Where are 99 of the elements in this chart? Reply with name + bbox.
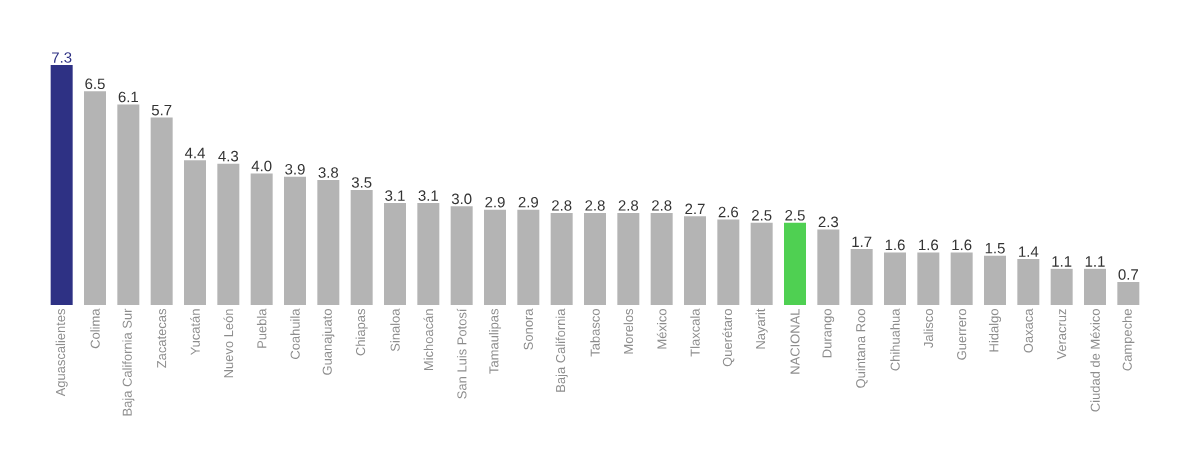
data-label: 3.1 xyxy=(385,190,405,201)
x-tick-label: México xyxy=(656,309,667,349)
x-tick-label: Quintana Roo xyxy=(855,309,868,388)
x-tick-label: Querétaro xyxy=(722,309,735,367)
bar xyxy=(250,173,273,305)
bar xyxy=(1084,268,1106,305)
x-tick-label: Sonora xyxy=(523,308,533,350)
x-tick-label: San Luis Potosí xyxy=(456,308,467,399)
x-tick-label: Hidalgo xyxy=(988,309,1002,352)
x-tick-label: Tlaxcala xyxy=(690,308,700,357)
data-label: 1.6 xyxy=(919,239,939,251)
x-tick-label: Veracruz xyxy=(1057,309,1067,360)
x-tick-label: Nuevo León xyxy=(223,309,234,378)
data-label: 2.9 xyxy=(518,196,539,208)
data-label: 1.4 xyxy=(1019,246,1039,257)
bar xyxy=(384,203,406,305)
bar xyxy=(184,160,206,305)
data-label: 3.0 xyxy=(451,193,472,205)
bar xyxy=(784,222,806,305)
x-tick-label: Ciudad de México xyxy=(1090,309,1100,412)
x-tick-label: NACIONAL xyxy=(790,308,800,374)
data-label: 4.4 xyxy=(184,147,205,159)
x-tick-label: Puebla xyxy=(256,308,267,348)
data-label: 1.1 xyxy=(1085,256,1105,267)
x-tick-label: Jalisco xyxy=(923,309,934,348)
data-label: 1.7 xyxy=(852,236,872,247)
bar xyxy=(1050,268,1073,305)
bar xyxy=(684,216,706,305)
data-label: 2.5 xyxy=(752,210,772,221)
data-label: 0.7 xyxy=(1118,269,1138,280)
bar xyxy=(450,206,473,305)
data-label: 2.9 xyxy=(485,196,505,208)
x-tick-label: Chihuahua xyxy=(890,308,900,371)
data-label: 3.5 xyxy=(351,177,372,188)
data-label: 6.5 xyxy=(85,78,105,90)
x-tick-label: Coahuila xyxy=(290,308,300,359)
data-label: 2.7 xyxy=(685,203,705,215)
bar xyxy=(217,163,240,305)
x-tick-label: Sinaloa xyxy=(390,308,400,352)
bar xyxy=(284,176,306,305)
data-label: 1.6 xyxy=(885,239,905,251)
bar xyxy=(584,212,606,305)
x-tick-label: Tamaulipas xyxy=(488,308,502,374)
bar xyxy=(617,212,640,305)
bar xyxy=(417,203,440,305)
x-tick-label: Durango xyxy=(822,309,835,358)
data-label: 4.0 xyxy=(251,160,272,172)
data-label: 4.3 xyxy=(218,150,239,162)
x-tick-label: Campeche xyxy=(1122,309,1135,371)
bar xyxy=(850,249,873,305)
data-label: 7.3 xyxy=(52,52,72,63)
data-label: 2.8 xyxy=(552,200,572,211)
x-tick-label: Oaxaca xyxy=(1023,308,1033,353)
data-label: 1.1 xyxy=(1052,256,1072,267)
bar xyxy=(1117,281,1140,305)
bar xyxy=(984,255,1006,305)
data-label: 3.9 xyxy=(285,164,305,175)
data-label: 2.8 xyxy=(652,200,672,211)
data-label: 1.5 xyxy=(985,243,1005,254)
data-label: 1.6 xyxy=(952,239,972,251)
data-label: 2.3 xyxy=(818,216,839,228)
bar xyxy=(550,212,573,305)
x-tick-label: Morelos xyxy=(623,308,634,354)
bar xyxy=(884,252,906,305)
data-label: 2.5 xyxy=(785,210,805,221)
bar xyxy=(117,104,140,305)
bar xyxy=(484,209,506,305)
x-tick-label: Zacatecas xyxy=(157,308,167,368)
bar xyxy=(917,252,940,305)
x-tick-label: Chiapas xyxy=(355,308,368,356)
data-label: 3.8 xyxy=(318,167,339,178)
bar xyxy=(750,222,773,305)
data-label: 2.6 xyxy=(718,206,739,218)
x-tick-label: Baja California Sur xyxy=(122,308,135,416)
x-tick-label: Yucatán xyxy=(190,309,200,356)
data-label: 2.8 xyxy=(618,200,639,211)
bar xyxy=(350,189,373,305)
x-tick-label: Colima xyxy=(90,308,100,349)
bar xyxy=(717,219,740,305)
x-tick-label: Guerrero xyxy=(957,309,967,360)
x-tick-label: Guanajuato xyxy=(322,309,335,375)
data-label: 5.7 xyxy=(151,104,172,116)
x-tick-label: Aguascalientes xyxy=(55,309,68,397)
x-tick-label: Baja California xyxy=(555,308,568,392)
x-tick-label: Nayarit xyxy=(755,308,768,349)
bar xyxy=(150,117,173,305)
data-label: 6.1 xyxy=(118,91,138,103)
bar xyxy=(50,65,73,305)
bar xyxy=(317,180,340,305)
bar xyxy=(817,229,840,305)
data-label: 2.8 xyxy=(585,200,605,211)
x-tick-label: Tabasco xyxy=(590,309,600,357)
bar xyxy=(517,209,540,305)
bar xyxy=(1017,258,1040,305)
data-label: 3.1 xyxy=(418,190,438,201)
bar xyxy=(950,252,973,305)
bar xyxy=(84,91,106,305)
x-tick-label: Michoacán xyxy=(423,309,434,371)
bar xyxy=(650,212,673,305)
